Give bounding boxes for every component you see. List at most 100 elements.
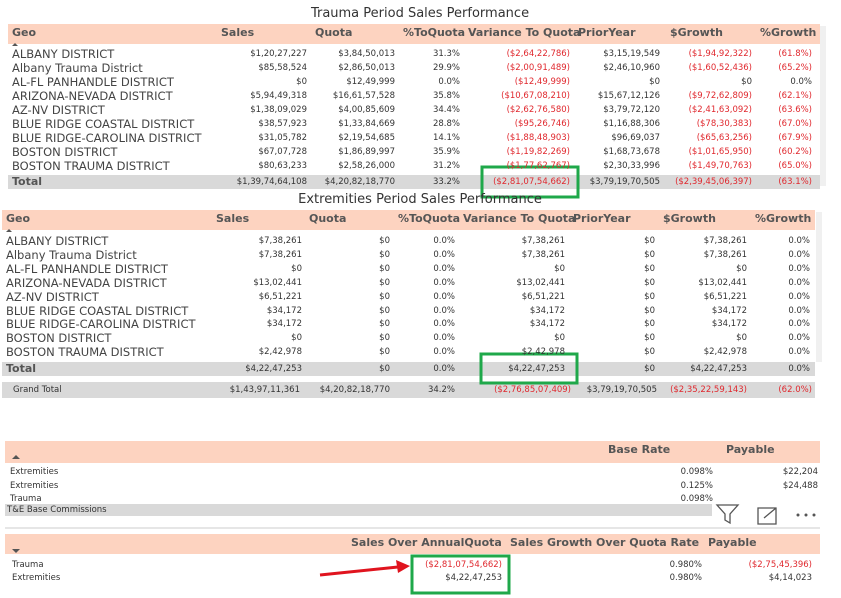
row-value: $24,488	[782, 480, 818, 491]
row-value: ($65,63,256)	[696, 133, 752, 143]
row-label: BOSTON TRAUMA DISTRICT	[12, 159, 170, 173]
row-value: 28.8%	[432, 119, 460, 129]
row-value: $7,38,261	[703, 249, 747, 260]
row-label: Albany Trauma District	[12, 61, 143, 75]
row-value: $0	[291, 333, 302, 344]
row-value: $0	[644, 249, 655, 260]
row-value: $2,42,978	[258, 347, 302, 358]
filter-icon[interactable]	[715, 504, 740, 525]
row-value: $7,38,261	[258, 236, 302, 246]
row-label: Extremities	[12, 573, 61, 583]
row-label: ALBANY DISTRICT	[12, 47, 115, 61]
row-value: $0	[379, 305, 390, 316]
column-header: Payable	[708, 536, 757, 549]
row-label: BOSTON TRAUMA DISTRICT	[6, 345, 164, 360]
row-value: $80,63,233	[258, 161, 307, 171]
row-value: ($1,77,62,767)	[506, 161, 570, 171]
row-label: BOSTON DISTRICT	[6, 331, 112, 346]
row-value: 0.098%	[680, 467, 713, 477]
row-value: $4,00,85,609	[338, 105, 395, 115]
row-value: $67,07,728	[258, 147, 307, 157]
row-value: 0.0%	[788, 236, 810, 246]
header-band	[5, 441, 820, 463]
row-value: $0	[379, 249, 390, 260]
row-value: $0	[644, 291, 655, 302]
row-value: $3,84,50,013	[338, 49, 395, 59]
row-value: (67.9%)	[778, 133, 812, 143]
row-value: $0	[649, 77, 660, 87]
row-value: $0	[291, 263, 302, 274]
row-value: (65.2%)	[778, 63, 812, 73]
row-value: 0.098%	[680, 494, 713, 504]
row-value: $0	[379, 277, 390, 288]
row-value: (60.2%)	[778, 147, 812, 157]
row-value: 29.9%	[432, 63, 460, 73]
grand-total-value: $1,43,97,11,361	[229, 385, 300, 395]
row-label: AL-FL PANHANDLE DISTRICT	[12, 75, 174, 89]
row-value: 0.0%	[438, 77, 460, 87]
header-band	[8, 24, 820, 44]
footer-band	[5, 504, 715, 516]
row-value: ($9,72,62,809)	[688, 91, 752, 101]
row-value: $34,172	[711, 305, 747, 316]
row-value: ($1,88,48,903)	[506, 133, 570, 143]
row-value: (65.0%)	[778, 161, 812, 171]
total-value: $1,39,74,64,108	[236, 177, 307, 187]
row-value: 0.0%	[433, 319, 455, 330]
row-value: ($2,75,45,396)	[748, 560, 812, 570]
row-value: $0	[379, 263, 390, 274]
row-value: $4,14,023	[768, 573, 812, 583]
column-header: %ToQuota	[403, 26, 466, 39]
row-value: 0.0%	[433, 305, 455, 316]
row-value: $0	[379, 236, 390, 246]
row-value: $7,38,261	[521, 236, 565, 246]
row-value: 31.2%	[432, 161, 460, 171]
row-value: 0.0%	[788, 305, 810, 316]
header-band	[5, 534, 820, 554]
table-title: Trauma Period Sales Performance	[310, 6, 530, 21]
row-value: 0.980%	[669, 560, 702, 570]
row-value: $38,57,923	[258, 119, 307, 129]
row-value: (61.8%)	[778, 49, 812, 59]
row-value: 0.0%	[433, 291, 455, 302]
scrollbar[interactable]	[820, 26, 826, 186]
scrollbar[interactable]	[816, 212, 822, 362]
row-value: $22,204	[782, 467, 818, 477]
row-value: $0	[736, 333, 747, 344]
row-value: 0.0%	[788, 277, 810, 288]
row-value: 0.0%	[433, 236, 455, 246]
row-value: $0	[644, 305, 655, 316]
total-label: Total	[12, 175, 43, 188]
row-label: BOSTON DISTRICT	[12, 145, 118, 159]
row-value: ($1,01,65,950)	[688, 147, 752, 157]
focus-icon[interactable]	[757, 507, 777, 525]
total-band	[8, 175, 820, 189]
column-header: Geo	[6, 212, 31, 225]
row-value: 0.0%	[788, 249, 810, 260]
grand-total-value: $4,20,82,18,770	[319, 385, 390, 395]
row-value: ($2,81,07,54,662)	[425, 560, 502, 570]
row-value: 35.9%	[432, 147, 460, 157]
row-value: 0.125%	[680, 480, 713, 491]
total-value: $4,22,47,253	[690, 364, 747, 374]
row-value: $1,38,09,029	[250, 105, 307, 115]
row-label: ARIZONA-NEVADA DISTRICT	[12, 89, 173, 103]
row-value: $13,02,441	[516, 277, 565, 288]
row-value: $0	[379, 347, 390, 358]
grand-total-value: ($2,35,22,59,143)	[670, 385, 747, 395]
more-icon[interactable]	[796, 513, 816, 517]
row-value: $2,30,33,996	[603, 161, 660, 171]
row-label: BLUE RIDGE-CAROLINA DISTRICT	[12, 131, 202, 145]
row-label: Extremities	[10, 467, 59, 477]
arrow-shaft	[319, 565, 399, 577]
row-value: $6,51,221	[703, 291, 747, 302]
column-header: PriorYear	[573, 212, 631, 225]
grand-total-value: (62.0%)	[778, 385, 812, 395]
row-value: (67.0%)	[778, 119, 812, 129]
row-label: AL-FL PANHANDLE DISTRICT	[6, 261, 168, 276]
row-value: $0	[644, 277, 655, 288]
total-value: $0	[644, 364, 655, 374]
row-value: (63.6%)	[778, 105, 812, 115]
row-value: $96,69,037	[611, 133, 660, 143]
column-header: Sales	[221, 26, 255, 39]
